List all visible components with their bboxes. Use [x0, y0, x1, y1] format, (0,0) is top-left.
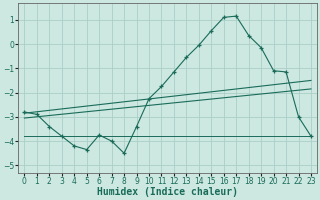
- X-axis label: Humidex (Indice chaleur): Humidex (Indice chaleur): [97, 187, 238, 197]
